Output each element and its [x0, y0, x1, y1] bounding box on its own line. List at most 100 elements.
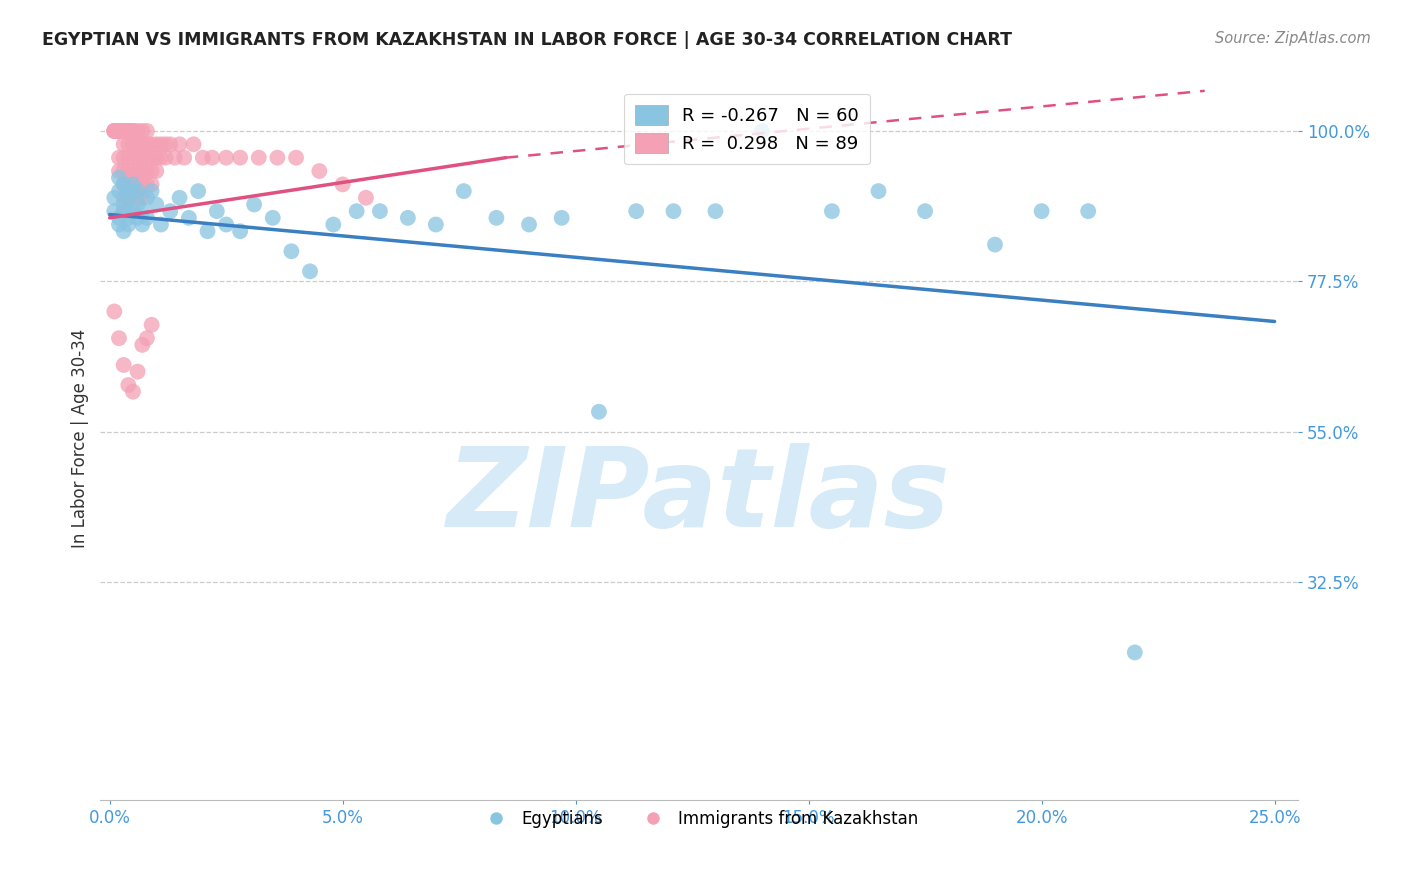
Point: [122, 151, 145, 165]
Point: [145, 151, 167, 165]
Point: [117, 151, 139, 165]
Point: [108, 170, 131, 185]
Point: [155, 151, 177, 165]
Point: [127, 164, 149, 178]
Point: [112, 204, 135, 219]
Point: [149, 218, 172, 232]
Point: [159, 204, 181, 219]
Point: [141, 151, 163, 165]
Point: [332, 178, 354, 192]
Point: [112, 178, 135, 192]
Point: [141, 178, 163, 192]
Point: [550, 211, 572, 225]
Point: [183, 137, 205, 152]
Point: [108, 124, 131, 138]
Point: [136, 137, 159, 152]
Point: [141, 137, 163, 152]
Point: [103, 191, 125, 205]
Point: [145, 197, 167, 211]
Point: [127, 151, 149, 165]
Point: [122, 184, 145, 198]
Point: [322, 218, 344, 232]
Point: [197, 224, 219, 238]
Point: [346, 204, 368, 219]
Point: [112, 358, 135, 372]
Point: [122, 164, 145, 178]
Point: [149, 137, 172, 152]
Point: [821, 204, 844, 219]
Point: [108, 124, 131, 138]
Point: [108, 184, 131, 198]
Point: [280, 244, 302, 259]
Point: [122, 124, 145, 138]
Point: [914, 204, 936, 219]
Point: [112, 178, 135, 192]
Point: [108, 151, 131, 165]
Point: [141, 184, 163, 198]
Point: [229, 224, 252, 238]
Point: [103, 204, 125, 219]
Point: [122, 178, 145, 192]
Point: [112, 124, 135, 138]
Point: [103, 124, 125, 138]
Point: [122, 137, 145, 152]
Point: [117, 211, 139, 225]
Text: EGYPTIAN VS IMMIGRANTS FROM KAZAKHSTAN IN LABOR FORCE | AGE 30-34 CORRELATION CH: EGYPTIAN VS IMMIGRANTS FROM KAZAKHSTAN I…: [42, 31, 1012, 49]
Point: [136, 124, 159, 138]
Point: [117, 191, 139, 205]
Point: [136, 331, 159, 345]
Point: [127, 137, 149, 152]
Point: [159, 137, 181, 152]
Point: [117, 124, 139, 138]
Point: [136, 191, 159, 205]
Point: [136, 178, 159, 192]
Point: [127, 211, 149, 225]
Point: [1123, 645, 1146, 659]
Point: [136, 151, 159, 165]
Point: [112, 124, 135, 138]
Point: [122, 124, 145, 138]
Point: [173, 151, 195, 165]
Point: [131, 191, 153, 205]
Point: [117, 124, 139, 138]
Text: Source: ZipAtlas.com: Source: ZipAtlas.com: [1215, 31, 1371, 46]
Point: [187, 184, 209, 198]
Point: [141, 164, 163, 178]
Point: [704, 204, 727, 219]
Point: [103, 124, 125, 138]
Point: [117, 218, 139, 232]
Point: [145, 164, 167, 178]
Point: [299, 264, 322, 278]
Point: [131, 204, 153, 219]
Point: [229, 151, 252, 165]
Point: [262, 211, 284, 225]
Point: [103, 304, 125, 318]
Point: [127, 178, 149, 192]
Point: [368, 204, 391, 219]
Point: [117, 191, 139, 205]
Point: [169, 137, 191, 152]
Point: [117, 137, 139, 152]
Point: [868, 184, 890, 198]
Point: [117, 164, 139, 178]
Point: [517, 218, 540, 232]
Point: [266, 151, 288, 165]
Point: [122, 384, 145, 399]
Point: [163, 151, 186, 165]
Point: [108, 211, 131, 225]
Point: [215, 151, 238, 165]
Point: [112, 197, 135, 211]
Point: [425, 218, 447, 232]
Point: [485, 211, 508, 225]
Point: [127, 184, 149, 198]
Legend: Egyptians, Immigrants from Kazakhstan: Egyptians, Immigrants from Kazakhstan: [472, 803, 925, 835]
Point: [662, 204, 685, 219]
Point: [117, 204, 139, 219]
Point: [117, 124, 139, 138]
Point: [117, 378, 139, 392]
Point: [108, 124, 131, 138]
Point: [108, 124, 131, 138]
Point: [108, 164, 131, 178]
Point: [396, 211, 419, 225]
Point: [285, 151, 308, 165]
